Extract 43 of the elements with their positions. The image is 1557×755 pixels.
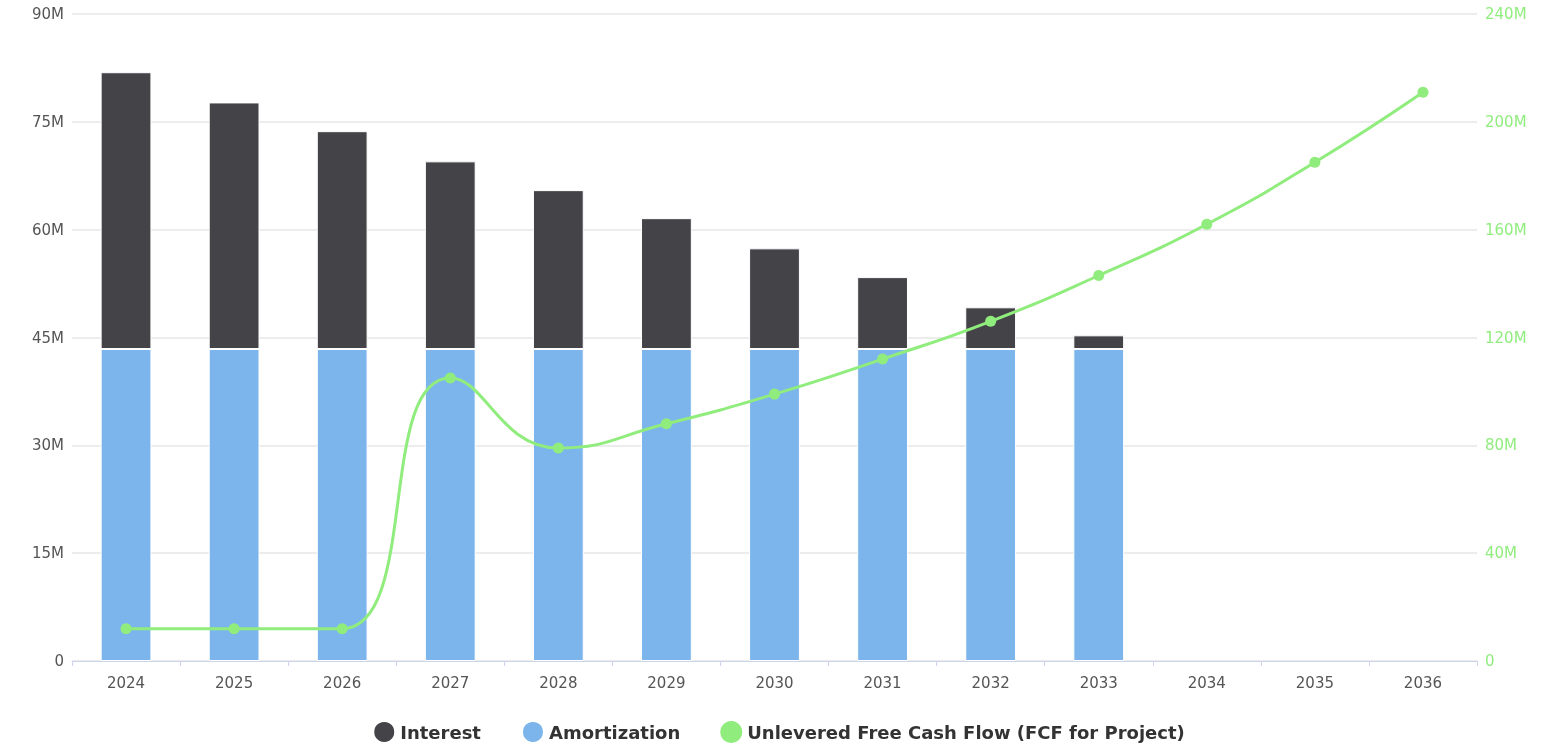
y2-tick-label: 120M <box>1485 328 1527 347</box>
y-tick-label: 30M <box>31 436 64 455</box>
y-tick-label: 75M <box>31 112 64 131</box>
point <box>1201 218 1213 230</box>
point <box>228 623 240 635</box>
point <box>552 442 564 454</box>
point <box>120 623 132 635</box>
point <box>1417 86 1429 98</box>
y2-tick-label: 40M <box>1485 544 1518 563</box>
point <box>877 353 889 365</box>
point <box>1093 270 1105 281</box>
x-tick-label: 2036 <box>1403 673 1443 692</box>
x-tick-label: 2031 <box>863 673 902 692</box>
x-tick-label: 2026 <box>323 673 362 692</box>
x-tick-label: 2033 <box>1079 673 1118 692</box>
x-tick-label: 2024 <box>106 673 146 692</box>
y2-tick-label: 80M <box>1485 436 1518 455</box>
legend-label: Unlevered Free Cash Flow (FCF for Project) <box>747 721 1185 743</box>
point <box>985 315 997 327</box>
y-tick-label: 45M <box>31 328 64 347</box>
x-tick-label: 2035 <box>1295 673 1334 692</box>
point <box>336 623 348 635</box>
x-tick-label: 2034 <box>1187 673 1226 692</box>
y-tick-label: 15M <box>31 544 64 563</box>
point <box>660 418 672 430</box>
x-tick-label: 2025 <box>215 673 254 692</box>
y2-tick-label: 200M <box>1485 112 1527 131</box>
x-tick-label: 2027 <box>431 673 470 692</box>
y2-tick-label: 0 <box>1485 652 1495 670</box>
point <box>1309 156 1321 168</box>
legend-label: Amortization <box>548 721 681 743</box>
y2-tick-label: 240M <box>1485 5 1527 23</box>
point <box>444 372 456 384</box>
y-tick-label: 60M <box>31 220 64 239</box>
y-tick-label: 90M <box>31 5 64 23</box>
legend-label: Interest <box>400 721 482 743</box>
point <box>769 388 780 400</box>
y-tick-label: 0 <box>54 652 64 670</box>
y2-tick-label: 160M <box>1485 220 1527 239</box>
x-tick-label: 2032 <box>971 673 1010 692</box>
x-tick-label: 2028 <box>539 673 578 692</box>
x-tick-label: 2030 <box>755 673 794 692</box>
x-tick-label: 2029 <box>647 673 686 692</box>
